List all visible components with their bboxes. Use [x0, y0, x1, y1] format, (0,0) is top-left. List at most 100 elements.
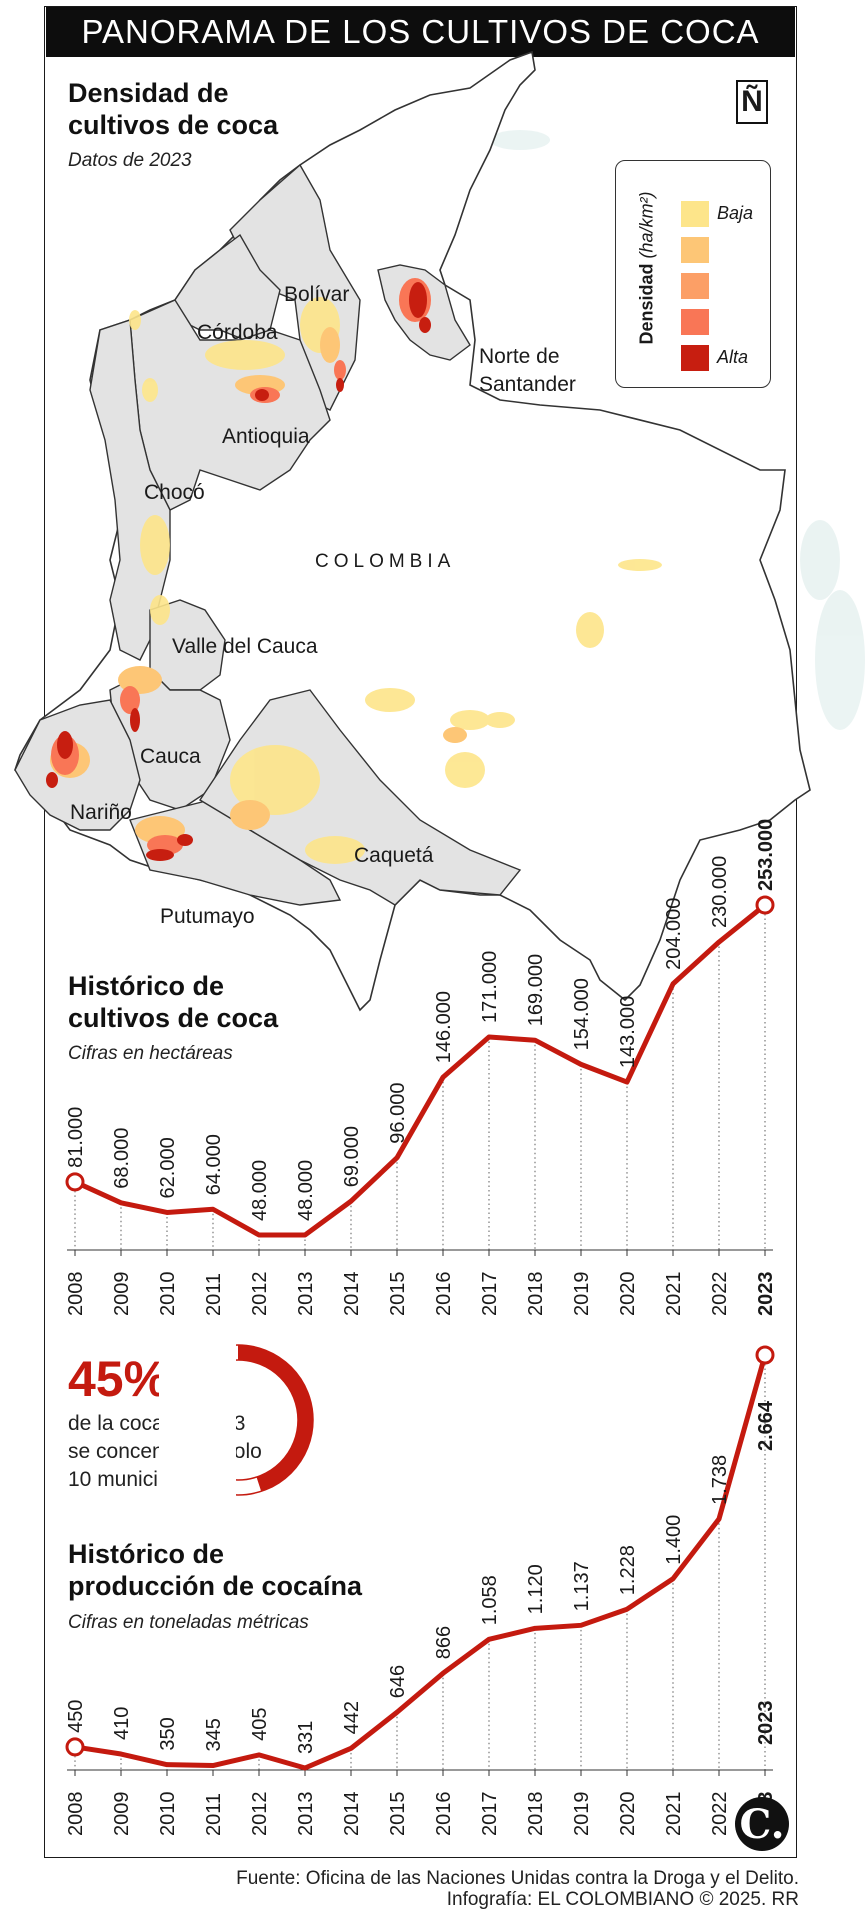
value-label: 350	[157, 1717, 179, 1750]
stat-percentage: 45%	[68, 1351, 169, 1407]
label-caqueta: Caquetá	[354, 844, 434, 867]
value-label: 1.228	[617, 1545, 639, 1595]
year-label: 2023	[755, 1272, 777, 1317]
value-label: 1.137	[571, 1561, 593, 1611]
value-label: 405	[249, 1708, 271, 1741]
label-santander: Santander	[479, 373, 576, 396]
year-label: 2021	[663, 1792, 685, 1837]
year-label: 2015	[387, 1792, 409, 1837]
year-label: 2013	[295, 1792, 317, 1837]
map-title-line2: cultivos de coca	[68, 110, 279, 140]
point-marker	[755, 1345, 775, 1365]
value-label: 442	[341, 1701, 363, 1734]
credit-text: Infografía: EL COLOMBIANO © 2025. RR	[446, 1889, 799, 1910]
value-label: 2.664	[755, 1400, 777, 1451]
value-label: 1.120	[525, 1564, 547, 1614]
year-label: 2019	[571, 1272, 593, 1317]
year-label: 2013	[295, 1272, 317, 1317]
label-choco: Chocó	[144, 481, 205, 504]
point-marker	[65, 1172, 85, 1192]
year-label: 2015	[387, 1272, 409, 1317]
infographic-frame	[44, 6, 797, 1858]
el-colombiano-logo: C.	[735, 1797, 789, 1851]
value-label: 81.000	[65, 1107, 87, 1168]
year-label: 2021	[663, 1272, 685, 1317]
point-marker	[65, 1737, 85, 1757]
label-narino: Nariño	[70, 801, 132, 824]
series-line	[74, 1354, 768, 1771]
value-label: 345	[203, 1718, 225, 1751]
year-label: 2020	[617, 1792, 639, 1837]
year-label: 2011	[203, 1793, 225, 1836]
value-label: 169.000	[525, 954, 547, 1026]
legend-swatch-5	[681, 345, 709, 371]
publisher-n-logo: Ñ	[736, 80, 768, 124]
chart1-title-line2: cultivos de coca	[68, 1003, 279, 1033]
value-label: 646	[387, 1665, 409, 1698]
coca-density-patches	[46, 278, 662, 864]
year-label-annot: 2023	[755, 1701, 777, 1746]
chart1-title-line1: Histórico de	[68, 971, 225, 1001]
label-antioquia: Antioquia	[222, 425, 310, 448]
label-putumayo: Putumayo	[160, 905, 255, 928]
label-cauca: Cauca	[140, 745, 201, 768]
year-label: 2016	[433, 1792, 455, 1837]
year-label: 2009	[111, 1272, 133, 1317]
chart2-title-line2: producción de cocaína	[68, 1571, 363, 1601]
value-label: 410	[111, 1707, 133, 1740]
chart-cultivos: 81.000 68.000 62.000 64.000 48.000 48.000 69.0…	[65, 819, 777, 1316]
year-label: 2017	[479, 1792, 501, 1837]
legend-swatch-1	[681, 201, 709, 227]
year-label: 2012	[249, 1792, 271, 1837]
legend-low-label: Baja	[717, 203, 754, 223]
value-label: 48.000	[295, 1160, 317, 1221]
map-title-line1: Densidad de	[68, 78, 229, 108]
year-label: 2012	[249, 1272, 271, 1317]
year-label: 2008	[65, 1792, 87, 1837]
value-label: 866	[433, 1626, 455, 1659]
year-label: 2010	[157, 1272, 179, 1317]
value-label: 230.000	[709, 856, 731, 928]
year-label: 2010	[157, 1792, 179, 1837]
year-label: 2014	[341, 1792, 363, 1837]
value-label: 253.000	[755, 819, 777, 891]
chart1-subtitle: Cifras en hectáreas	[68, 1043, 233, 1064]
country-label: COLOMBIA	[315, 551, 456, 572]
year-label: 2011	[203, 1273, 225, 1316]
year-label: 2017	[479, 1272, 501, 1317]
year-label: 2014	[341, 1272, 363, 1317]
series-line	[73, 903, 767, 1238]
value-label: 62.000	[157, 1137, 179, 1198]
year-label: 2022	[709, 1272, 731, 1317]
value-label: 143.000	[617, 996, 639, 1068]
map-subtitle: Datos de 2023	[68, 150, 192, 171]
chart2-subtitle: Cifras en toneladas métricas	[68, 1612, 309, 1633]
value-label: 69.000	[341, 1126, 363, 1187]
year-label: 2020	[617, 1272, 639, 1317]
value-label: 68.000	[111, 1128, 133, 1189]
dept-caqueta-area	[199, 689, 522, 906]
year-label: 2018	[525, 1792, 547, 1837]
stat-donut	[159, 1341, 314, 1499]
year-label: 2016	[433, 1272, 455, 1317]
value-label: 1.058	[479, 1575, 501, 1625]
value-label: 64.000	[203, 1134, 225, 1195]
year-label: 2019	[571, 1792, 593, 1837]
legend-swatch-4	[681, 309, 709, 335]
legend-swatch-2	[681, 237, 709, 263]
value-label: 204.000	[663, 898, 685, 970]
source-text: Fuente: Oficina de las Naciones Unidas c…	[236, 1868, 799, 1889]
year-label: 2022	[709, 1792, 731, 1837]
label-bolivar: Bolívar	[284, 283, 350, 306]
legend-swatch-3	[681, 273, 709, 299]
label-cordoba: Córdoba	[197, 321, 278, 344]
year-label: 2018	[525, 1272, 547, 1317]
label-norte: Norte de	[479, 345, 560, 368]
value-label: 1.400	[663, 1515, 685, 1565]
donut-mask	[159, 1341, 236, 1499]
value-label: 96.000	[387, 1083, 409, 1144]
value-label: 171.000	[479, 951, 501, 1023]
legend-high-label: Alta	[717, 347, 749, 367]
